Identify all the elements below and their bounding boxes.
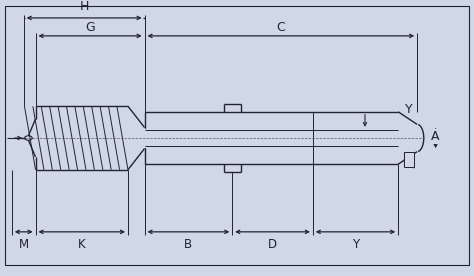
- Text: D: D: [268, 238, 277, 251]
- Text: B: B: [184, 238, 192, 251]
- Bar: [404, 152, 414, 167]
- Text: Y: Y: [405, 102, 413, 116]
- Text: M: M: [18, 238, 29, 251]
- Text: G: G: [85, 21, 95, 34]
- Text: Y: Y: [352, 238, 359, 251]
- Text: A: A: [431, 130, 440, 143]
- Text: C: C: [276, 21, 285, 34]
- Text: H: H: [80, 0, 89, 14]
- Text: K: K: [78, 238, 86, 251]
